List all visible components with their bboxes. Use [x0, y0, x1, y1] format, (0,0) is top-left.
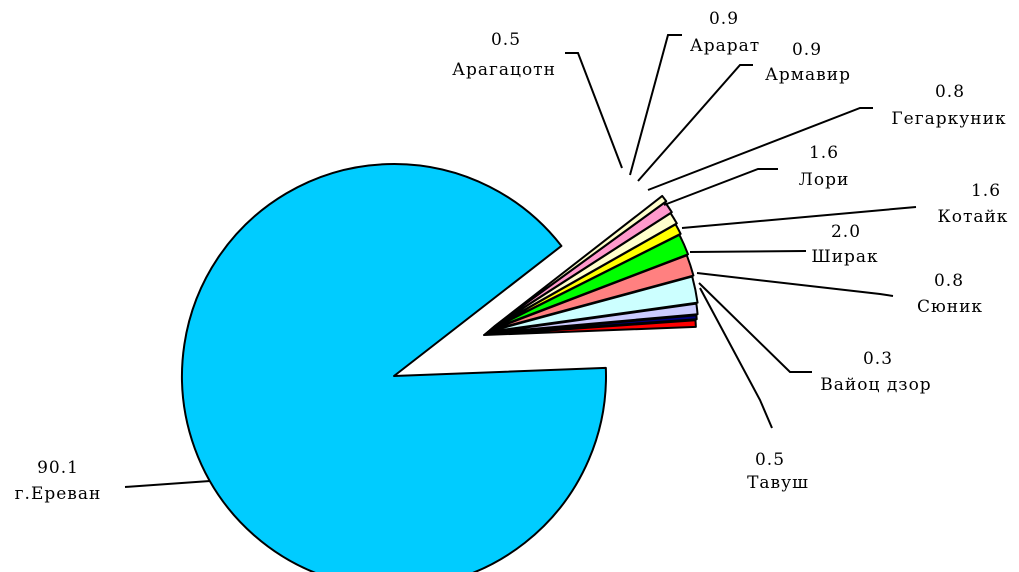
leader-line-5 — [681, 206, 917, 229]
slice-value-label: 0.3 — [863, 349, 893, 369]
leader-line-9 — [629, 34, 682, 176]
slice-name-label: Армавир — [765, 65, 851, 85]
leader-line-10 — [565, 52, 623, 169]
leader-line-4 — [689, 250, 807, 253]
slice-value-label: 0.9 — [792, 40, 822, 60]
pie-slices — [181, 163, 699, 572]
slice-name-label: Арагацотн — [452, 60, 556, 80]
leader-line-8 — [637, 64, 753, 182]
leader-line-7 — [647, 107, 873, 191]
leader-lines — [124, 34, 917, 488]
slice-name-label: г.Ереван — [15, 484, 102, 504]
slice-name-label: Вайоц дзор — [820, 375, 931, 395]
slice-value-label: 0.8 — [935, 82, 965, 102]
leader-line-2 — [698, 282, 812, 373]
slice-value-label: 0.5 — [491, 30, 521, 50]
leader-line-3 — [696, 272, 894, 297]
slice-name-label: Сюник — [917, 297, 983, 317]
slice-value-label: 0.8 — [934, 271, 964, 291]
slice-name-label: Гегаркуник — [891, 109, 1006, 129]
pie-slice-11 — [181, 163, 607, 572]
slice-name-label: Котайк — [938, 207, 1009, 227]
slice-name-label: Ширак — [811, 247, 878, 267]
pie-slice-10 — [493, 194, 668, 327]
slice-value-label: 1.6 — [971, 181, 1001, 201]
slice-name-label: Тавуш — [747, 473, 809, 493]
slice-name-label: Арарат — [690, 36, 760, 56]
slice-value-label: 0.9 — [709, 9, 739, 29]
slice-labels: 0.5 Тавуш 0.3 Вайоц дзор 0.8 Сюник 2.0 Ширак 1.6… — [15, 9, 1009, 504]
leader-line-6 — [663, 168, 778, 206]
slice-value-label: 90.1 — [37, 458, 79, 478]
leader-line-1 — [699, 287, 773, 429]
slice-value-label: 2.0 — [831, 222, 861, 242]
slice-value-label: 0.5 — [755, 450, 785, 470]
slice-value-label: 1.6 — [809, 143, 839, 163]
slice-name-label: Лори — [799, 170, 850, 190]
leader-line-11 — [124, 480, 211, 488]
